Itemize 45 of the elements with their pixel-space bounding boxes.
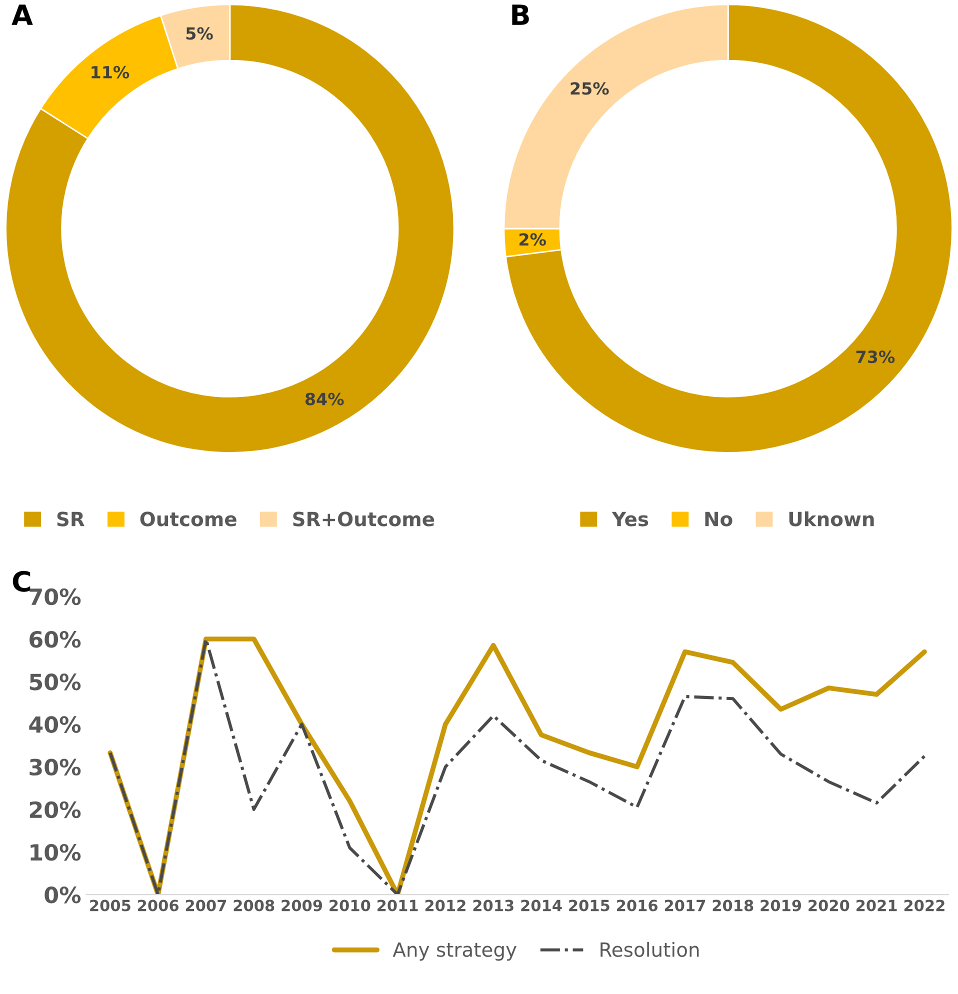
x-tick-label: 2017: [664, 900, 706, 912]
x-tick-label: 2008: [234, 900, 274, 912]
legend-label: SR: [57, 512, 84, 526]
x-tick-label: 2022: [904, 900, 944, 912]
y-tick-label: 70%: [30, 588, 81, 606]
legend-label: Any strategy: [392, 942, 516, 961]
legend-label: Outcome: [140, 512, 236, 526]
x-tick-label: 2006: [138, 900, 179, 912]
data-label: 73%: [856, 350, 895, 364]
y-tick-label: 50%: [30, 674, 81, 690]
data-label: 25%: [570, 82, 609, 95]
legend-label: Resolution: [600, 942, 699, 957]
y-tick-label: 40%: [29, 716, 81, 733]
legend-label: No: [705, 512, 732, 526]
data-label: 2%: [520, 233, 546, 246]
y-tick-label: 20%: [30, 801, 81, 818]
x-tick-label: 2015: [569, 900, 610, 912]
chart-title: B: [512, 4, 529, 25]
y-tick-label: 10%: [30, 844, 81, 861]
x-tick-label: 2013: [473, 900, 514, 912]
x-tick-label: 2012: [425, 900, 466, 912]
x-tick-label: 2014: [521, 900, 562, 912]
x-tick-label: 2019: [760, 900, 802, 912]
x-tick-label: 2016: [617, 900, 658, 912]
y-tick-label: 0%: [44, 886, 81, 904]
y-tick-label: 60%: [30, 630, 81, 648]
x-tick-label: 2011: [378, 900, 418, 912]
x-tick-label: 2007: [186, 900, 226, 912]
data-label: 5%: [186, 27, 213, 40]
chart-title: A: [12, 4, 33, 25]
legend-label: SR+Outcome: [293, 512, 434, 526]
chart-title: C: [12, 570, 30, 592]
data-label: 11%: [92, 66, 130, 78]
x-tick-label: 2018: [712, 900, 754, 912]
x-tick-label: 2020: [808, 900, 850, 912]
donut-slice: [5, 4, 455, 454]
x-tick-label: 2010: [330, 900, 370, 912]
legend-label: Yes: [612, 512, 648, 526]
x-tick-label: 2009: [282, 900, 322, 912]
donut-slice: [505, 4, 953, 454]
y-tick-label: 30%: [30, 758, 81, 776]
x-tick-label: 2021: [856, 900, 897, 912]
x-tick-label: 2005: [90, 900, 130, 912]
data-label: 84%: [305, 392, 344, 406]
legend-label: Uknown: [789, 511, 874, 526]
